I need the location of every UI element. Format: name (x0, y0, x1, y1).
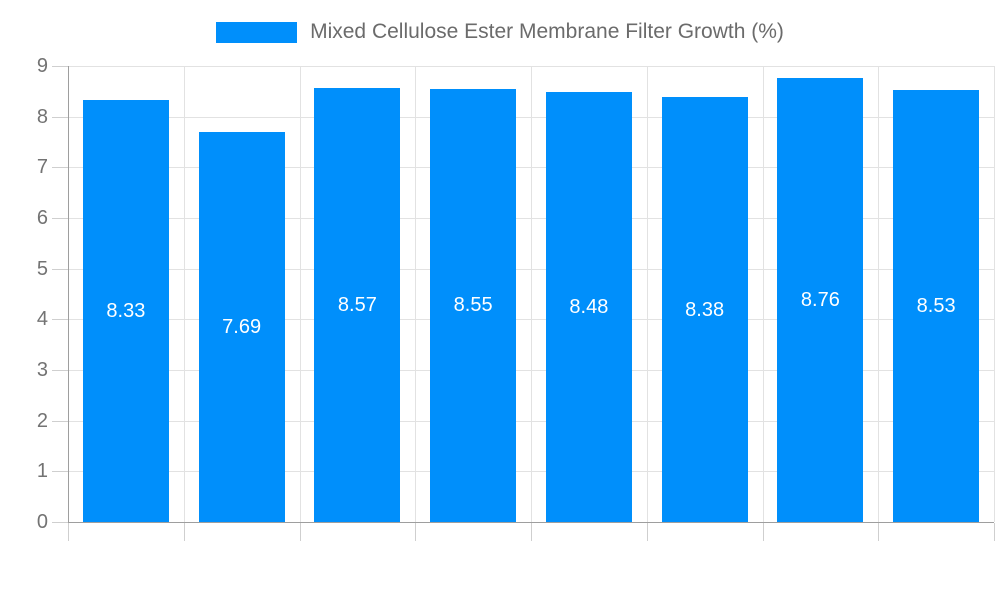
x-tick (183, 523, 185, 541)
x-axis-line (68, 522, 994, 523)
y-tick (52, 522, 68, 523)
x-tick (762, 523, 764, 541)
bar-value-label: 8.53 (916, 294, 956, 317)
x-tick (415, 523, 417, 541)
legend-swatch (216, 21, 298, 43)
x-tick (68, 523, 69, 541)
y-tick-label: 1 (36, 460, 48, 483)
y-tick-label: 5 (36, 257, 48, 280)
v-gridline (762, 66, 764, 522)
legend: Mixed Cellulose Ester Membrane Filter Gr… (0, 18, 1000, 46)
bar-value-label: 8.48 (569, 296, 609, 319)
bar (198, 132, 285, 522)
y-tick-label: 3 (36, 359, 48, 381)
y-tick-label: 9 (36, 55, 48, 77)
v-gridline (183, 66, 185, 522)
y-tick (52, 471, 68, 473)
x-tick (531, 523, 532, 541)
y-tick (52, 167, 68, 169)
y-tick-label: 0 (36, 511, 48, 533)
v-gridline (299, 66, 301, 522)
y-tick-label: 4 (36, 308, 48, 331)
v-gridline (646, 66, 648, 522)
y-tick-label: 8 (36, 105, 48, 128)
bar (661, 97, 748, 522)
x-tick (878, 523, 880, 541)
v-gridline (415, 66, 417, 522)
bar-value-label: 8.76 (800, 289, 840, 312)
y-axis-line (68, 66, 69, 523)
bar-value-label: 8.57 (337, 293, 377, 316)
y-tick-label: 6 (36, 207, 48, 229)
x-tick (299, 523, 301, 541)
v-gridline (878, 66, 880, 522)
y-tick (52, 218, 68, 219)
x-tick (994, 523, 995, 541)
y-tick (52, 319, 68, 321)
bar-value-label: 7.69 (222, 316, 262, 339)
x-tick (646, 523, 648, 541)
bar (545, 92, 632, 522)
y-tick-label: 2 (36, 409, 48, 432)
bar (82, 99, 169, 522)
bar (777, 78, 864, 522)
v-gridline (531, 66, 532, 522)
y-tick-label: 7 (36, 156, 48, 179)
bar (430, 88, 517, 522)
bar-value-label: 8.33 (106, 299, 146, 322)
bar (314, 87, 401, 522)
y-tick (52, 370, 68, 371)
bar-value-label: 8.55 (453, 294, 493, 317)
bar-value-label: 8.38 (685, 298, 725, 321)
y-tick (52, 420, 68, 422)
y-tick (52, 116, 68, 118)
y-tick (52, 66, 68, 67)
y-tick (52, 268, 68, 270)
bar (893, 89, 980, 522)
legend-label: Mixed Cellulose Ester Membrane Filter Gr… (310, 20, 784, 43)
v-gridline (994, 66, 995, 522)
